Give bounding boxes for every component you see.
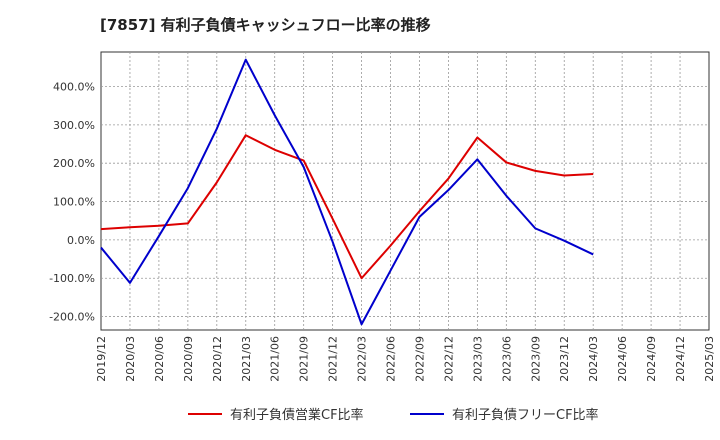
x-tick-label: 2019/12 <box>95 336 108 382</box>
x-tick-label: 2023/12 <box>558 336 571 382</box>
x-tick-label: 2023/06 <box>500 336 513 382</box>
x-tick-label: 2021/03 <box>240 336 253 382</box>
x-tick-label: 2020/12 <box>211 336 224 382</box>
x-tick-label: 2024/06 <box>616 336 629 382</box>
legend-label-2: 有利子負債フリーCF比率 <box>452 407 599 423</box>
y-tick-label: 400.0% <box>53 81 95 94</box>
x-tick-label: 2022/03 <box>356 336 369 382</box>
x-tick-label: 2021/06 <box>269 336 282 382</box>
x-tick-label: 2024/03 <box>587 336 600 382</box>
x-tick-label: 2022/09 <box>413 336 426 382</box>
x-tick-label: 2020/03 <box>124 336 137 382</box>
x-tick-label: 2023/09 <box>529 336 542 382</box>
x-tick-label: 2024/12 <box>674 336 687 382</box>
legend-label-1: 有利子負債営業CF比率 <box>230 407 364 423</box>
y-tick-label: 200.0% <box>53 157 95 170</box>
plot-area <box>100 51 710 331</box>
x-tick-label: 2025/03 <box>703 336 716 382</box>
y-tick-label: 0.0% <box>67 234 95 247</box>
x-tick-label: 2024/09 <box>645 336 658 382</box>
x-tick-label: 2022/06 <box>385 336 398 382</box>
y-tick-label: -200.0% <box>49 311 95 324</box>
x-tick-label: 2023/03 <box>471 336 484 382</box>
y-tick-label: 100.0% <box>53 196 95 209</box>
x-tick-label: 2021/12 <box>327 336 340 382</box>
series-line-2 <box>100 58 594 326</box>
x-tick-label: 2020/06 <box>153 336 166 382</box>
y-tick-label: -100.0% <box>49 272 95 285</box>
x-tick-label: 2020/09 <box>182 336 195 382</box>
x-tick-label: 2021/09 <box>298 336 311 382</box>
series-line-1 <box>100 134 594 280</box>
x-tick-label: 2022/12 <box>442 336 455 382</box>
chart-title: [7857] 有利子負債キャッシュフロー比率の推移 <box>100 16 431 34</box>
y-tick-label: 300.0% <box>53 119 95 132</box>
